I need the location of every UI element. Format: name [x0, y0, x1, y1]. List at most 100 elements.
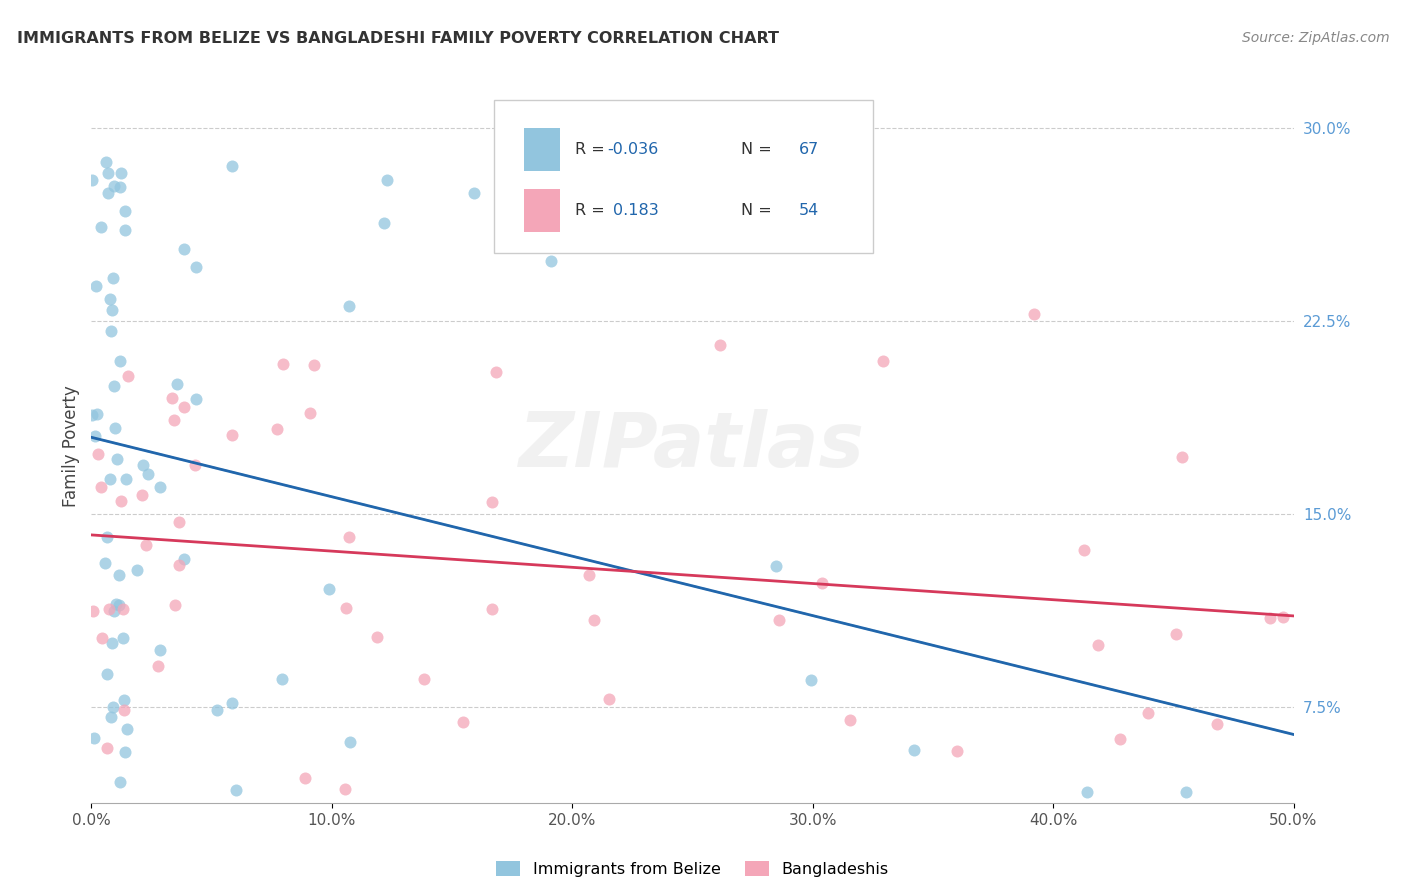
Point	[83, 428, 105, 442]
Point	[100, 709, 122, 723]
Text: N =: N =	[741, 143, 776, 157]
Point	[98, 473, 121, 487]
Point	[108, 775, 131, 789]
Point	[97, 186, 120, 201]
Text: 54: 54	[799, 203, 818, 218]
Point	[160, 391, 183, 405]
Point	[318, 582, 340, 597]
Point	[184, 392, 207, 406]
Point	[149, 643, 172, 657]
Point	[86, 407, 108, 421]
Point	[87, 447, 110, 461]
Point	[366, 630, 388, 644]
Point	[540, 253, 562, 268]
Point	[100, 293, 122, 307]
Point	[337, 530, 360, 544]
Point	[485, 365, 508, 379]
Point	[1174, 785, 1197, 799]
Point	[266, 422, 288, 436]
Legend: Immigrants from Belize, Bangladeshis: Immigrants from Belize, Bangladeshis	[496, 862, 889, 877]
Point	[337, 300, 360, 314]
Point	[110, 494, 132, 508]
FancyBboxPatch shape	[494, 100, 873, 253]
Point	[166, 376, 188, 391]
Point	[103, 379, 125, 393]
Point	[271, 357, 294, 371]
Point	[173, 401, 195, 415]
Point	[100, 324, 122, 338]
Point	[709, 338, 731, 352]
Text: -0.036: -0.036	[607, 143, 659, 157]
Point	[872, 354, 894, 368]
Point	[98, 602, 121, 616]
Point	[184, 458, 207, 472]
Point	[125, 563, 148, 577]
Point	[598, 691, 620, 706]
Point	[184, 260, 207, 275]
Point	[94, 556, 117, 570]
Text: 0.183: 0.183	[613, 203, 659, 218]
Point	[110, 166, 132, 180]
Point	[115, 472, 138, 486]
Point	[1164, 627, 1187, 641]
Point	[96, 155, 118, 169]
Point	[412, 672, 434, 686]
Point	[1260, 610, 1282, 624]
Text: R =: R =	[575, 203, 610, 218]
Point	[96, 667, 118, 681]
Point	[104, 597, 127, 611]
Y-axis label: Family Poverty: Family Poverty	[62, 385, 80, 507]
Point	[105, 452, 128, 467]
Point	[112, 692, 135, 706]
Point	[221, 696, 243, 710]
Point	[1171, 450, 1194, 464]
Point	[149, 480, 172, 494]
Point	[101, 700, 124, 714]
Point	[96, 530, 118, 544]
Point	[91, 631, 114, 645]
Point	[114, 745, 136, 759]
Text: 67: 67	[799, 143, 818, 157]
Point	[112, 703, 135, 717]
Point	[294, 772, 316, 786]
Point	[135, 538, 157, 552]
FancyBboxPatch shape	[524, 128, 560, 171]
Point	[1136, 706, 1159, 720]
Point	[173, 243, 195, 257]
Point	[136, 467, 159, 481]
Point	[221, 427, 243, 442]
Point	[481, 494, 503, 508]
Point	[221, 160, 243, 174]
Point	[108, 180, 131, 194]
Point	[298, 406, 321, 420]
Point	[1108, 732, 1130, 747]
Point	[80, 173, 103, 187]
Point	[765, 558, 787, 573]
Point	[463, 186, 485, 200]
Point	[82, 408, 104, 422]
Point	[1076, 785, 1098, 799]
Point	[339, 735, 361, 749]
Point	[1073, 543, 1095, 558]
Point	[84, 278, 107, 293]
Point	[173, 551, 195, 566]
Point	[225, 783, 247, 797]
Point	[800, 673, 823, 688]
Point	[375, 173, 398, 187]
Point	[82, 604, 104, 618]
Point	[481, 601, 503, 615]
Point	[117, 368, 139, 383]
Point	[167, 515, 190, 529]
Point	[582, 613, 605, 627]
Point	[451, 714, 474, 729]
Text: Source: ZipAtlas.com: Source: ZipAtlas.com	[1241, 31, 1389, 45]
Point	[162, 412, 184, 426]
Point	[810, 575, 832, 590]
Point	[114, 223, 136, 237]
Point	[97, 166, 120, 180]
Point	[101, 303, 124, 318]
Point	[115, 722, 138, 736]
Point	[373, 216, 395, 230]
Point	[302, 359, 325, 373]
Point	[205, 703, 228, 717]
